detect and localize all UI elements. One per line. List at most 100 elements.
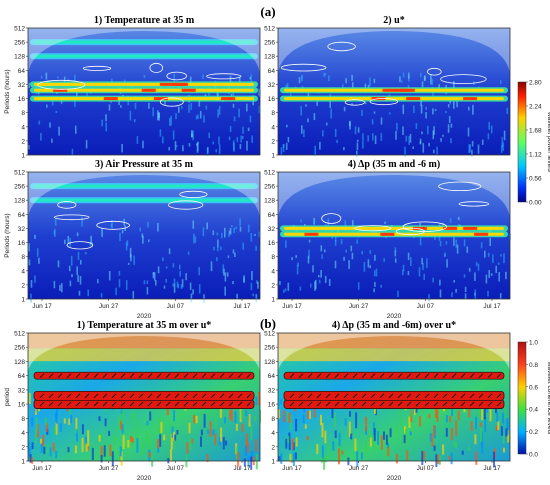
texture-mark — [76, 91, 78, 100]
colorbar-tick-label: 0.00 — [529, 200, 542, 207]
texture-mark — [461, 450, 464, 455]
texture-mark — [328, 444, 331, 460]
texture-mark — [384, 221, 386, 224]
texture-mark — [38, 257, 40, 264]
significance-contour — [149, 62, 164, 73]
phase-arrow — [174, 401, 180, 407]
texture-mark — [291, 257, 293, 261]
texture-mark — [44, 417, 47, 426]
texture-mark — [55, 111, 58, 113]
texture-mark — [428, 414, 431, 419]
texture-mark — [394, 247, 397, 252]
x-tick-label: Jun 17 — [32, 303, 52, 310]
texture-mark — [69, 280, 72, 287]
texture-mark — [419, 141, 422, 145]
texture-mark — [46, 104, 48, 108]
significance-contour — [369, 98, 399, 106]
texture-mark — [245, 410, 248, 417]
texture-mark — [404, 146, 406, 157]
texture-mark — [236, 137, 239, 142]
colorbar-tick-label: 1.68 — [529, 128, 542, 135]
texture-mark — [383, 258, 385, 262]
texture-mark — [198, 266, 200, 276]
texture-mark — [225, 440, 228, 446]
texture-mark — [365, 440, 367, 455]
texture-mark — [214, 411, 217, 428]
texture-mark — [173, 278, 176, 284]
phase-arrow — [48, 393, 54, 399]
y-tick-label: 128 — [264, 198, 275, 205]
texture-mark — [424, 75, 426, 81]
phase-arrow — [48, 373, 54, 379]
colorbar-tick-label: 2.80 — [529, 80, 542, 87]
texture-mark — [239, 144, 242, 149]
texture-mark — [132, 409, 135, 424]
panel-3: 3) Air Pressure at 35 m 512 256 128 64 32 16 8 4… — [4, 159, 261, 320]
significance-contour — [179, 190, 208, 198]
texture-mark — [175, 145, 178, 148]
texture-mark — [323, 73, 325, 77]
texture-mark — [389, 428, 392, 438]
phase-arrow — [174, 373, 180, 379]
texture-mark — [191, 133, 193, 138]
x-axis-label: 2020 — [137, 313, 152, 320]
phase-arrow — [487, 401, 493, 407]
texture-mark — [336, 139, 338, 143]
texture-mark — [468, 144, 470, 154]
texture-mark — [320, 457, 323, 463]
x-tick-label: Jun 27 — [349, 303, 369, 310]
phase-arrow — [174, 393, 180, 399]
texture-mark — [192, 130, 194, 141]
texture-mark — [35, 417, 38, 432]
texture-mark — [219, 403, 222, 418]
texture-mark — [74, 445, 77, 454]
texture-mark — [54, 219, 57, 226]
texture-mark — [351, 103, 353, 106]
texture-mark — [505, 271, 507, 280]
texture-mark — [334, 234, 337, 242]
texture-mark — [118, 279, 121, 288]
phase-arrow — [478, 393, 484, 399]
colorbar-2: 1.0 0.8 0.6 0.4 0.2 0.0 wavelet coherence leve… — [517, 340, 550, 459]
texture-mark — [374, 408, 376, 414]
texture-mark — [349, 121, 351, 130]
texture-mark — [175, 113, 177, 120]
x-tick-label: Jul 07 — [167, 303, 185, 310]
texture-mark — [480, 242, 483, 249]
phase-arrow — [93, 401, 99, 407]
texture-mark — [334, 128, 337, 137]
significance-contour — [438, 181, 482, 192]
texture-mark — [300, 106, 302, 116]
texture-mark — [221, 232, 223, 239]
texture-mark — [300, 219, 302, 223]
texture-mark — [279, 399, 282, 405]
texture-mark — [242, 136, 244, 139]
texture-mark — [235, 423, 238, 431]
texture-mark — [200, 429, 203, 436]
texture-mark — [98, 434, 101, 442]
texture-mark — [203, 115, 205, 123]
texture-mark — [409, 133, 412, 143]
texture-mark — [367, 259, 370, 268]
y-tick-label: 1 — [21, 297, 25, 304]
phase-arrow — [57, 373, 63, 379]
texture-mark — [328, 279, 331, 286]
phase-arrow — [307, 401, 313, 407]
texture-mark — [324, 72, 327, 76]
texture-mark — [288, 440, 291, 450]
texture-mark — [74, 125, 77, 130]
texture-mark — [488, 122, 490, 130]
texture-mark — [307, 118, 309, 123]
texture-mark — [369, 265, 371, 269]
texture-mark — [286, 411, 289, 423]
texture-mark — [216, 232, 219, 236]
texture-mark — [122, 435, 125, 449]
texture-mark — [196, 143, 199, 153]
texture-mark — [453, 441, 456, 447]
texture-mark — [343, 147, 345, 151]
texture-mark — [442, 134, 444, 137]
texture-mark — [216, 257, 218, 262]
texture-mark — [312, 265, 314, 273]
phase-arrow — [39, 393, 45, 399]
texture-mark — [58, 126, 60, 136]
